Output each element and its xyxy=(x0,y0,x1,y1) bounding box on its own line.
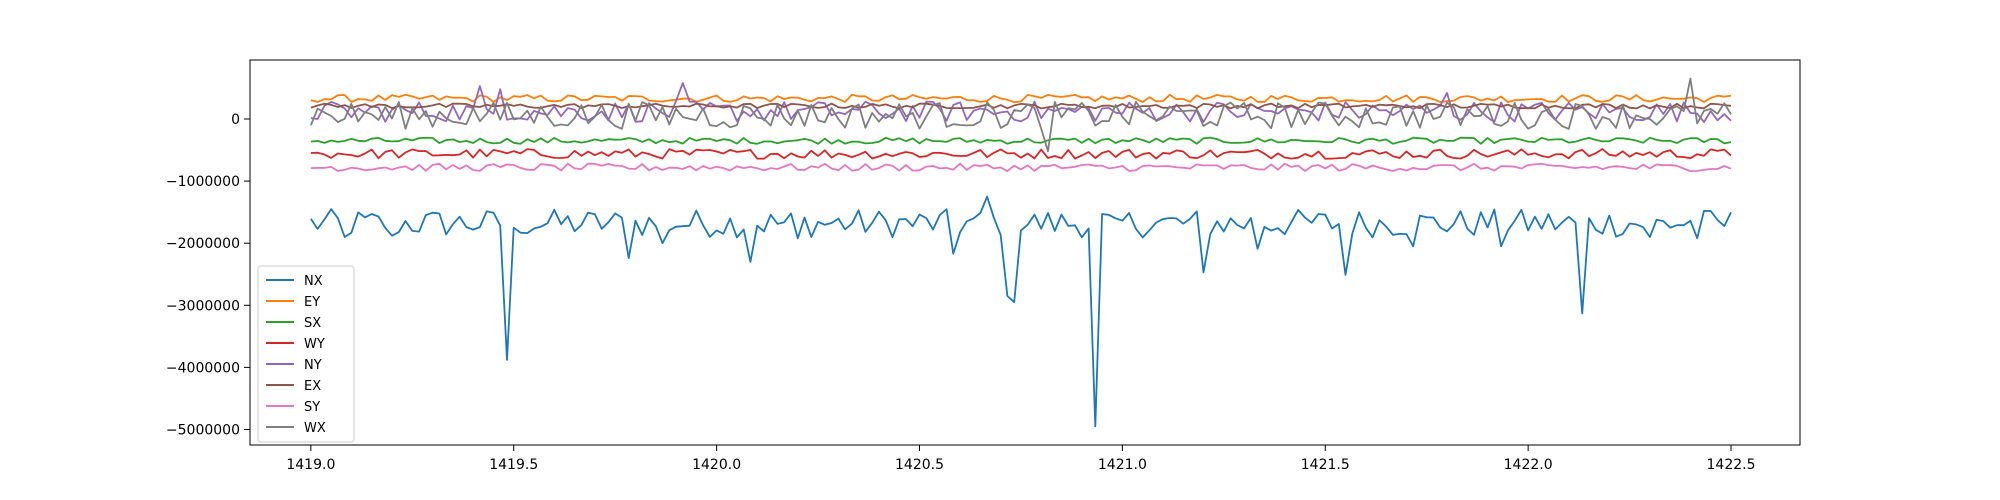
y-tick-label: 0 xyxy=(231,112,240,128)
x-tick-label: 1420.5 xyxy=(895,457,944,473)
legend-label-ey: EY xyxy=(304,295,320,310)
y-tick-label: −5000000 xyxy=(166,422,240,438)
x-tick-label: 1420.0 xyxy=(692,457,741,473)
legend-label-sx: SX xyxy=(304,316,321,331)
y-tick-label: −3000000 xyxy=(166,298,240,314)
y-tick-label: −2000000 xyxy=(166,236,240,252)
x-tick-label: 1421.0 xyxy=(1098,457,1147,473)
x-tick-label: 1419.5 xyxy=(489,457,538,473)
legend-label-ex: EX xyxy=(304,379,321,394)
y-tick-label: −4000000 xyxy=(166,360,240,376)
plot-frame xyxy=(249,59,1801,446)
series-line-sy xyxy=(310,162,1732,173)
series-line-ex xyxy=(310,102,1732,110)
series-line-nx xyxy=(310,195,1732,428)
x-tick-label: 1421.5 xyxy=(1301,457,1350,473)
legend-label-sy: SY xyxy=(304,400,320,415)
series-line-ny xyxy=(310,82,1732,123)
y-axis: 0 −1000000 −2000000 −3000000 −4000000 −500000… xyxy=(166,112,250,438)
legend: NX EY SX WY NY EX SY WX xyxy=(257,265,355,443)
legend-label-nx: NX xyxy=(304,274,323,289)
series-line-wx xyxy=(310,77,1732,153)
x-axis: 1419.0 1419.5 1420.0 1420.5 1421.0 1421.5 1422… xyxy=(286,445,1756,473)
legend-label-wy: WY xyxy=(304,337,325,352)
legend-label-ny: NY xyxy=(304,358,322,373)
series-line-sx xyxy=(310,136,1732,145)
y-tick-label: −1000000 xyxy=(166,174,240,190)
series-line-ey xyxy=(310,93,1732,104)
series-line-wy xyxy=(310,148,1732,160)
legend-box xyxy=(257,265,355,443)
x-tick-label: 1422.5 xyxy=(1707,457,1756,473)
x-tick-label: 1419.0 xyxy=(286,457,335,473)
legend-label-wx: WX xyxy=(304,421,326,436)
x-tick-label: 1422.0 xyxy=(1504,457,1553,473)
series-lines xyxy=(310,77,1732,428)
